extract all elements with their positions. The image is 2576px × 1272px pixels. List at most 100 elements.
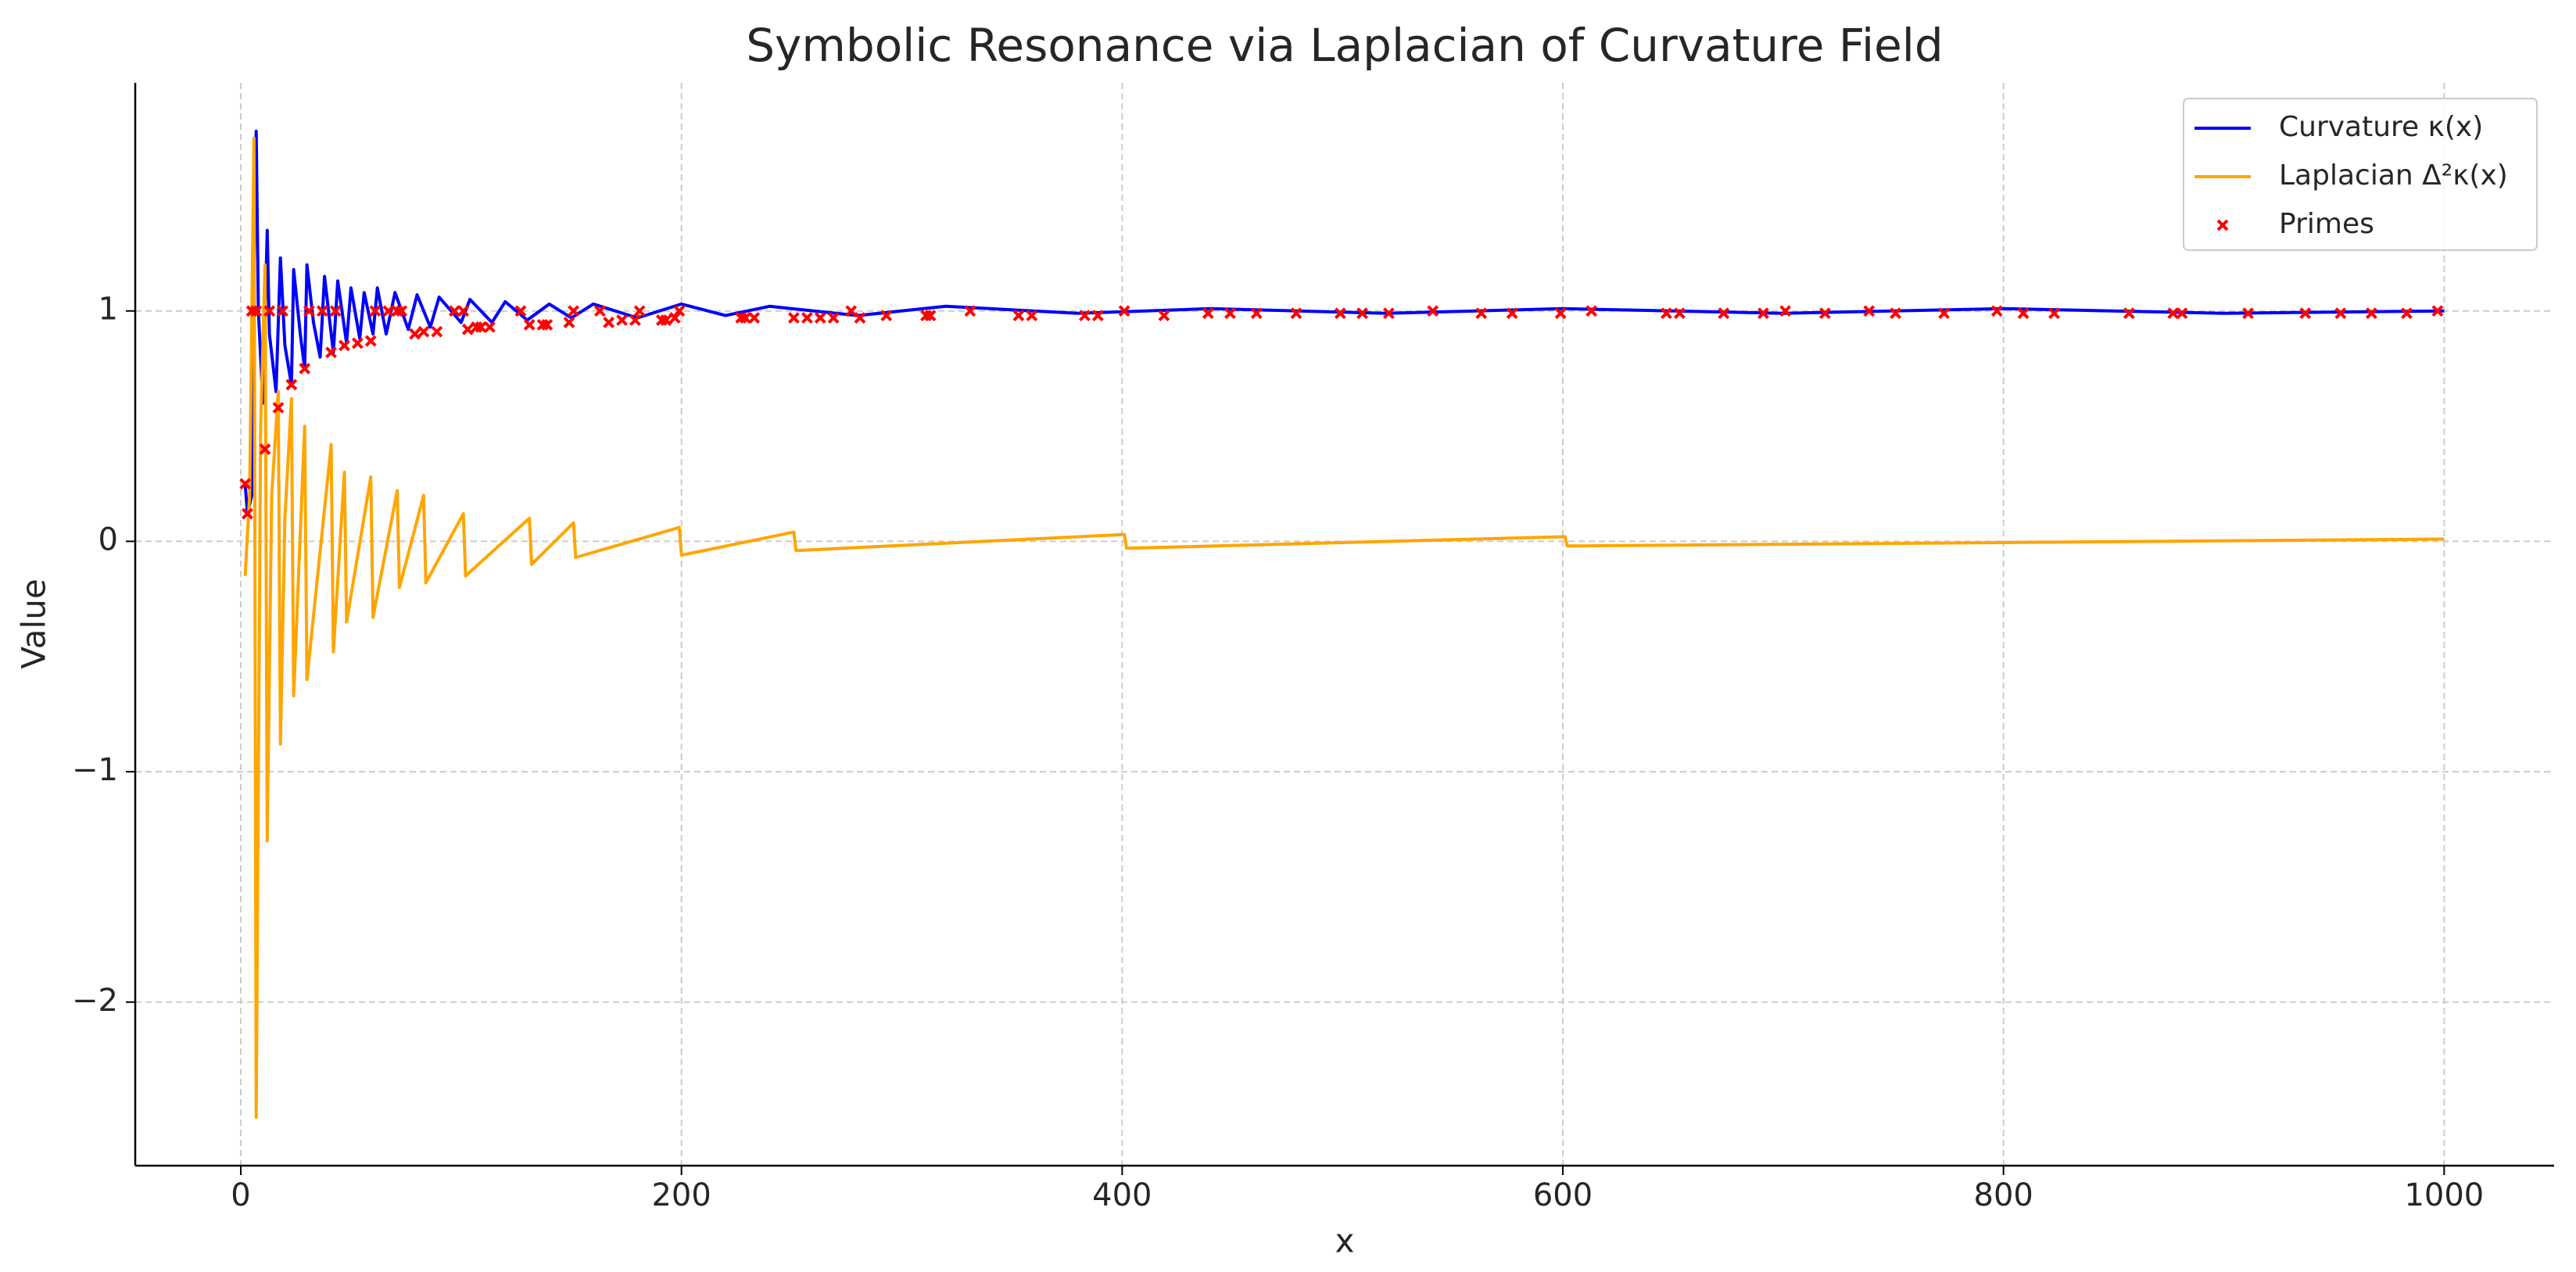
x-tick-label: 0	[231, 1177, 250, 1213]
marker	[2365, 307, 2377, 320]
marker	[396, 305, 408, 317]
x-axis-label: x	[1335, 1222, 1355, 1260]
marker	[1158, 310, 1170, 322]
marker	[250, 305, 263, 317]
legend-label: Laplacian Δ²κ(x)	[2279, 159, 2508, 192]
marker	[1079, 310, 1091, 322]
marker	[329, 305, 342, 317]
marker	[277, 305, 288, 317]
legend-label: Curvature κ(x)	[2279, 111, 2483, 143]
marker	[2334, 307, 2347, 320]
marker	[339, 339, 350, 352]
marker	[1224, 307, 1236, 320]
marker	[660, 314, 672, 326]
x-tick-label: 600	[1533, 1177, 1593, 1213]
marker	[2167, 307, 2180, 320]
legend-label: Primes	[2279, 208, 2374, 240]
y-axis-label: Value	[15, 579, 53, 668]
marker	[668, 312, 681, 324]
marker	[593, 305, 606, 317]
series-line	[243, 129, 2445, 516]
marker	[2431, 305, 2444, 317]
marker	[801, 312, 813, 324]
marker	[382, 305, 395, 317]
marker	[1673, 307, 1686, 320]
marker	[1661, 307, 1672, 320]
marker	[1250, 307, 1263, 320]
marker	[739, 312, 751, 324]
marker	[1356, 307, 1368, 320]
chart-title: Symbolic Resonance via Laplacian of Curv…	[746, 19, 1944, 72]
marker	[461, 323, 474, 335]
marker	[2242, 307, 2254, 320]
marker	[1334, 307, 1346, 320]
marker	[1818, 307, 1831, 320]
marker	[364, 335, 377, 347]
y-tick-label: 0	[99, 521, 118, 557]
marker	[239, 478, 252, 490]
marker	[1554, 307, 1567, 320]
marker	[814, 312, 826, 324]
x-tick-label: 800	[1974, 1177, 2033, 1213]
marker	[1382, 307, 1395, 320]
marker	[1890, 307, 1902, 320]
marker	[748, 312, 761, 324]
marker	[673, 305, 686, 317]
marker	[854, 312, 866, 324]
marker	[272, 402, 285, 414]
marker	[351, 337, 364, 349]
marker	[2123, 307, 2135, 320]
marker	[475, 321, 487, 333]
marker	[633, 305, 646, 317]
marker	[514, 305, 527, 317]
marker	[827, 312, 840, 324]
marker	[484, 321, 496, 333]
x-tick-label: 400	[1092, 1177, 1152, 1213]
marker	[285, 378, 298, 391]
marker	[523, 319, 536, 331]
marker	[259, 443, 271, 455]
marker	[303, 305, 315, 317]
marker	[1026, 310, 1038, 322]
marker	[299, 362, 311, 374]
marker	[1718, 307, 1730, 320]
marker	[964, 305, 976, 317]
marker	[431, 325, 443, 338]
marker	[629, 314, 641, 326]
marker	[1118, 305, 1130, 317]
x-tick-label: 1000	[2404, 1177, 2484, 1213]
marker	[924, 310, 937, 322]
marker	[263, 305, 276, 317]
marker	[1779, 305, 1792, 317]
marker	[448, 305, 460, 317]
marker	[1475, 307, 1488, 320]
marker	[541, 319, 554, 331]
marker	[1585, 305, 1598, 317]
marker	[1863, 305, 1876, 317]
legend: Curvature κ(x) Laplacian Δ²κ(x) Primes	[2183, 98, 2538, 251]
marker	[603, 317, 615, 328]
marker	[568, 305, 579, 317]
marker	[316, 305, 328, 317]
y-tick-label: 1	[99, 292, 118, 328]
marker	[1757, 307, 1769, 320]
marker	[880, 310, 893, 322]
marker	[2216, 219, 2229, 231]
y-tick-label: −2	[72, 983, 118, 1019]
marker	[2176, 307, 2188, 320]
marker	[1938, 307, 1951, 320]
marker	[787, 312, 800, 324]
marker	[369, 305, 382, 317]
x-tick-label: 200	[651, 1177, 711, 1213]
legend-box	[2183, 98, 2538, 251]
marker	[845, 305, 858, 317]
marker	[1427, 305, 1439, 317]
marker	[409, 328, 421, 340]
series-line	[243, 136, 2445, 1120]
marker	[325, 346, 337, 359]
marker	[616, 314, 628, 326]
marker	[417, 325, 430, 338]
marker	[1290, 307, 1302, 320]
